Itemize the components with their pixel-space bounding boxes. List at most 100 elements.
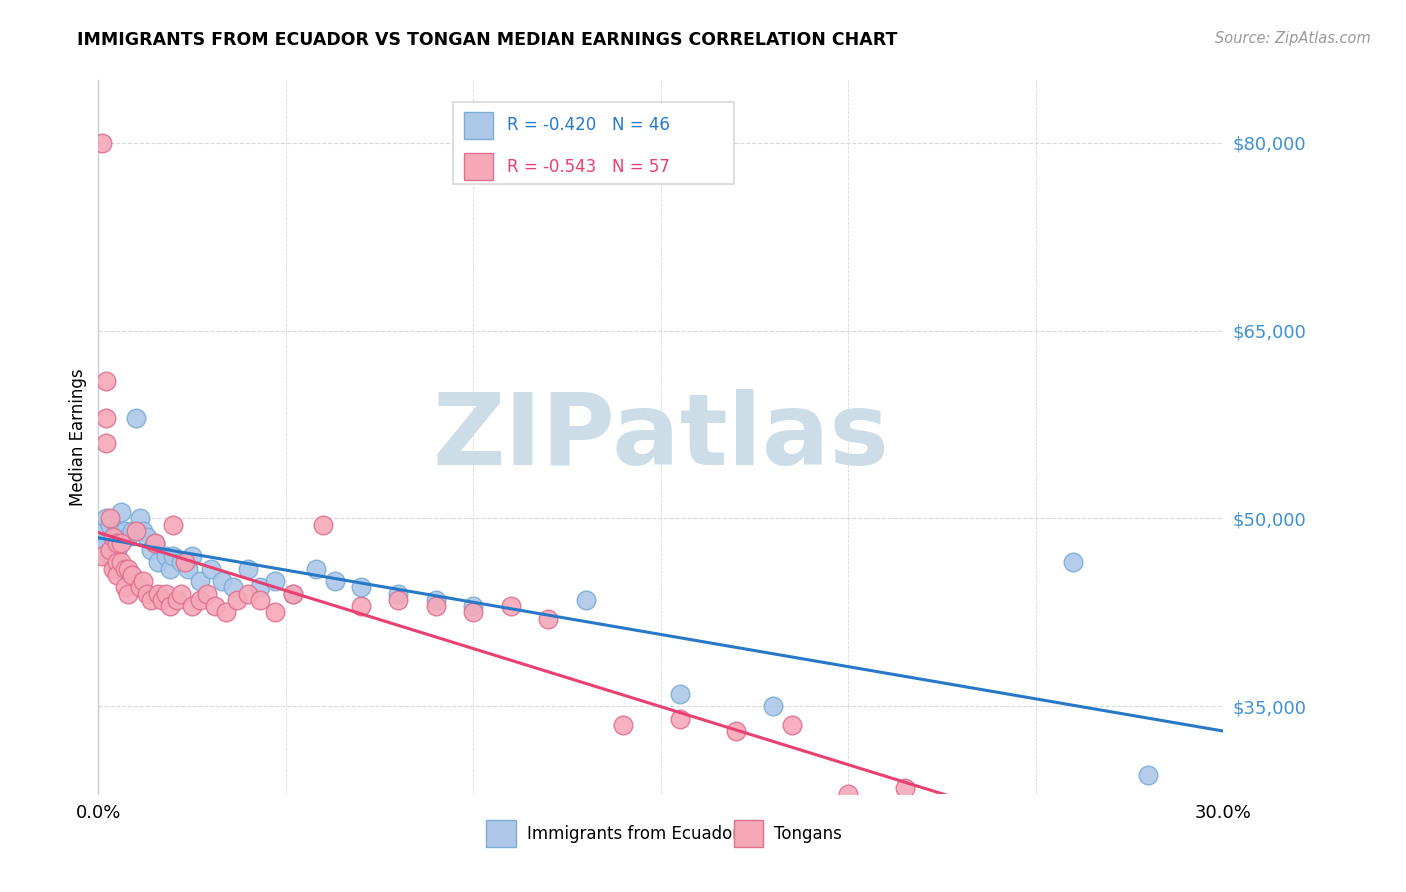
Point [200,561,222,575]
Point [128,580,150,594]
Point [121,567,143,582]
FancyBboxPatch shape [464,112,494,139]
Point [323,574,346,588]
Point [105,524,128,538]
Text: R = -0.420   N = 46: R = -0.420 N = 46 [506,116,669,134]
Text: R = -0.543   N = 57: R = -0.543 N = 57 [506,158,669,176]
Point [181,549,204,563]
Point [114,561,136,575]
Point [312,517,335,532]
Point [159,561,181,575]
Point [173,555,195,569]
Point [94,374,117,388]
Point [143,536,166,550]
Point [463,605,485,619]
FancyBboxPatch shape [734,821,763,847]
Point [166,592,188,607]
Point [1062,555,1084,569]
Point [762,699,785,714]
Point [238,561,260,575]
Point [125,411,148,425]
Point [105,536,128,550]
Point [98,542,121,557]
Text: Source: ZipAtlas.com: Source: ZipAtlas.com [1215,31,1371,46]
Point [114,580,136,594]
Point [155,586,177,600]
Point [117,586,139,600]
Point [91,524,114,538]
Point [91,549,114,563]
Point [103,555,125,569]
Point [121,524,143,538]
Point [148,586,170,600]
Point [387,586,409,600]
Point [575,592,598,607]
Point [105,555,128,569]
Point [98,511,121,525]
Point [162,549,184,563]
Point [668,687,690,701]
Point [612,718,634,732]
Point [724,724,747,739]
Point [139,592,162,607]
Point [98,549,121,563]
Point [159,599,181,613]
Point [204,599,226,613]
Point [94,411,117,425]
Point [105,542,128,557]
Text: IMMIGRANTS FROM ECUADOR VS TONGAN MEDIAN EARNINGS CORRELATION CHART: IMMIGRANTS FROM ECUADOR VS TONGAN MEDIAN… [77,31,897,49]
Point [893,780,915,795]
Point [283,586,305,600]
Point [117,561,139,575]
Point [110,536,132,550]
Point [188,592,211,607]
Point [94,436,117,450]
Point [148,555,170,569]
Point [263,605,285,619]
Point [103,530,125,544]
Point [305,561,328,575]
Point [91,542,114,557]
Point [668,712,690,726]
Point [350,580,373,594]
Point [463,599,485,613]
Point [188,574,211,588]
Point [211,574,233,588]
Point [105,567,128,582]
Point [195,586,218,600]
Point [263,574,285,588]
Point [98,517,121,532]
Point [132,524,155,538]
Point [949,799,972,814]
Point [110,505,132,519]
Point [162,517,184,532]
Point [139,542,162,557]
Point [283,586,305,600]
Point [150,592,173,607]
Point [136,530,159,544]
Point [837,787,859,801]
Point [110,555,132,569]
Point [128,511,150,525]
Point [1137,768,1160,782]
FancyBboxPatch shape [486,821,516,847]
Text: Tongans: Tongans [775,825,842,843]
Point [499,599,522,613]
Point [125,524,148,538]
Point [103,561,125,575]
Point [238,586,260,600]
Point [177,561,200,575]
Point [249,580,271,594]
Text: ZIPatlas: ZIPatlas [433,389,889,485]
Point [114,524,136,538]
Point [181,599,204,613]
Point [170,555,193,569]
Y-axis label: Median Earnings: Median Earnings [69,368,87,506]
Point [170,586,193,600]
Point [136,586,159,600]
Point [215,605,238,619]
Point [249,592,271,607]
Point [425,599,447,613]
FancyBboxPatch shape [464,153,494,180]
Point [222,580,245,594]
